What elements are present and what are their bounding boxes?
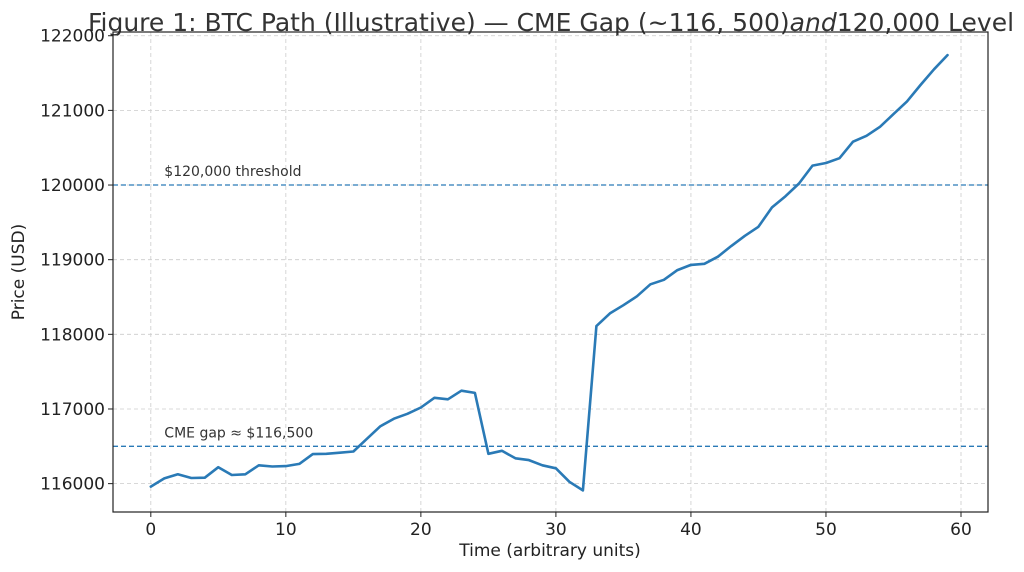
x-tick-label: 30	[545, 520, 567, 540]
chart-title-part2: and	[790, 8, 837, 37]
x-axis-label: Time (arbitrary units)	[458, 541, 641, 561]
reference-lines: $120,000 threshold CME gap ≈ $116,500	[113, 164, 988, 447]
reference-line-label: $120,000 threshold	[164, 164, 301, 180]
x-tick-label: 40	[680, 520, 702, 540]
y-tick-label: 122000	[40, 27, 105, 47]
x-tick-label: 50	[815, 520, 837, 540]
y-axis-ticks: 116000 117000 118000 119000 120000 121000 1220…	[40, 27, 113, 495]
x-tick-label: 0	[145, 520, 156, 540]
y-axis-label: Price (USD)	[9, 224, 29, 320]
y-tick-label: 121000	[40, 101, 105, 121]
x-tick-label: 20	[410, 520, 432, 540]
plot-frame	[112, 31, 989, 513]
y-tick-label: 118000	[40, 325, 105, 345]
y-tick-label: 119000	[40, 251, 105, 271]
price-line	[149, 53, 949, 492]
x-tick-label: 60	[950, 520, 972, 540]
y-tick-label: 120000	[40, 176, 105, 196]
x-tick-label: 10	[275, 520, 297, 540]
chart-title-part1: Figure 1: BTC Path (Illustrative) — CME …	[88, 8, 790, 37]
x-axis-ticks: 0 10 20 30 40 50 60	[145, 512, 972, 540]
chart-title: Figure 1: BTC Path (Illustrative) — CME …	[88, 8, 1014, 37]
price-series	[149, 53, 949, 492]
y-tick-label: 116000	[40, 475, 105, 495]
y-tick-label: 117000	[40, 400, 105, 420]
reference-line-label: CME gap ≈ $116,500	[164, 425, 313, 441]
